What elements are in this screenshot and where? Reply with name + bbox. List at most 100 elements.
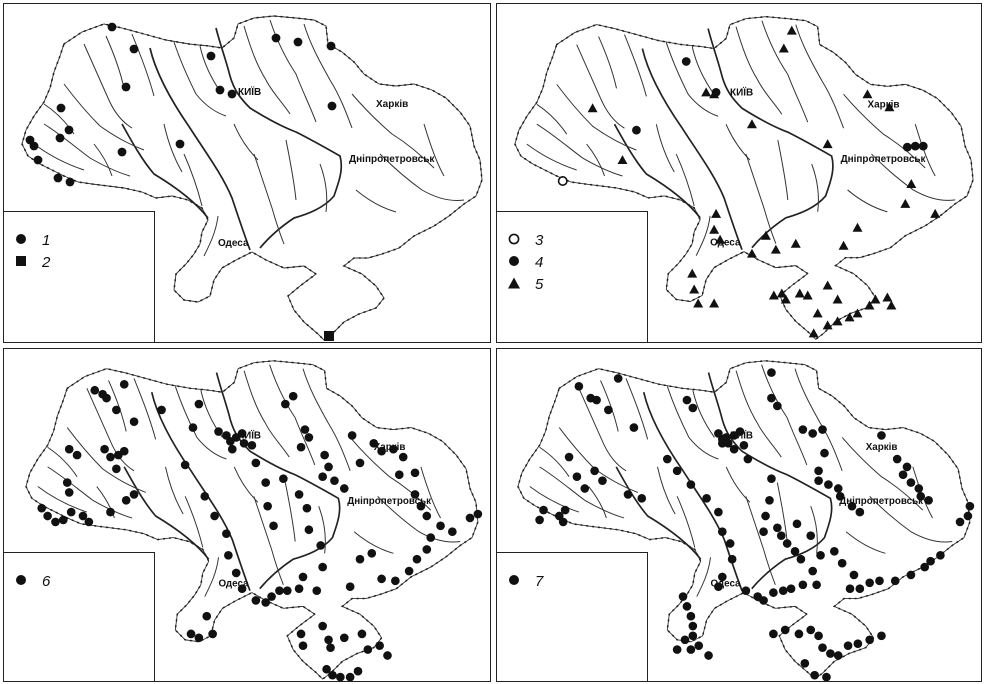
site-marker-triangle	[794, 288, 805, 298]
site-marker	[222, 529, 231, 539]
major-river	[123, 466, 210, 560]
site-marker	[688, 621, 698, 631]
site-marker-triangle	[687, 268, 698, 278]
ukraine-map: КИЇВ Харків Дніпропетровськ Одеса	[514, 15, 974, 341]
site-marker	[188, 423, 198, 432]
river	[63, 83, 145, 151]
site-marker	[318, 472, 327, 482]
site-marker	[875, 576, 884, 586]
river	[105, 35, 125, 89]
site-marker	[129, 417, 139, 427]
site-marker	[572, 472, 582, 482]
river	[666, 386, 719, 460]
site-marker	[215, 85, 225, 95]
site-marker	[682, 602, 692, 611]
legend-item: 6	[14, 573, 50, 590]
site-marker	[702, 493, 711, 503]
site-marker	[62, 478, 72, 487]
site-marker	[394, 470, 404, 480]
site-marker	[84, 517, 94, 527]
site-marker	[237, 584, 247, 594]
site-marker	[898, 470, 908, 480]
site-marker	[175, 139, 185, 149]
site-marker	[769, 629, 778, 639]
site-marker	[560, 505, 570, 515]
site-marker	[106, 452, 115, 462]
site-marker	[322, 664, 331, 674]
site-marker-triangle	[709, 224, 720, 234]
site-marker	[855, 584, 865, 594]
legend-box: 3 4 5	[497, 211, 648, 342]
site-marker	[465, 513, 475, 523]
site-marker	[326, 643, 335, 652]
site-marker	[200, 492, 210, 501]
site-marker-triangle	[862, 89, 873, 99]
river	[695, 215, 711, 256]
river	[253, 496, 284, 585]
site-marker-triangle	[832, 294, 843, 304]
site-marker	[214, 427, 223, 436]
legend-label: 6	[42, 573, 51, 590]
site-marker-triangle	[689, 284, 700, 294]
site-marker	[849, 570, 859, 580]
river	[233, 466, 259, 503]
river	[318, 506, 326, 554]
site-marker	[473, 509, 483, 519]
site-marker	[320, 450, 329, 460]
legend-label: 3	[535, 232, 544, 249]
city-label-kharkiv: Харків	[866, 442, 898, 453]
site-marker	[398, 452, 408, 462]
river	[174, 386, 227, 460]
city-label-kharkiv: Харків	[376, 99, 408, 110]
site-marker	[302, 503, 312, 513]
major-river	[615, 466, 702, 560]
river	[600, 380, 619, 432]
site-marker-triangle	[715, 234, 726, 244]
site-marker	[64, 488, 74, 497]
site-marker	[296, 442, 306, 452]
river	[284, 482, 296, 542]
river	[761, 364, 808, 466]
map-panel-2: КИЇВ Харків Дніпропетровськ Одеса 3 4 5	[496, 3, 982, 343]
site-marker	[717, 572, 727, 582]
site-marker	[926, 556, 935, 566]
site-marker	[806, 625, 816, 635]
site-marker	[714, 582, 723, 592]
river	[912, 466, 933, 519]
site-marker	[686, 611, 696, 621]
city-label-kharkiv: Харків	[867, 99, 899, 110]
site-marker	[741, 586, 751, 595]
site-marker	[355, 458, 365, 468]
site-marker	[629, 423, 639, 432]
site-marker	[426, 533, 436, 542]
site-marker-triangle	[746, 119, 757, 129]
site-marker	[391, 576, 400, 586]
site-marker-triangle	[778, 43, 789, 53]
river	[625, 378, 649, 440]
site-marker	[261, 478, 271, 487]
site-marker	[383, 651, 392, 660]
site-marker	[767, 393, 776, 403]
river	[233, 123, 259, 161]
site-marker-triangle	[930, 208, 941, 218]
site-marker	[910, 141, 920, 151]
city-label-dnipro: Дніпропетровськ	[841, 154, 926, 165]
site-marker-triangle	[886, 300, 897, 310]
site-marker	[271, 33, 281, 43]
river	[655, 124, 675, 173]
site-marker-triangle	[882, 292, 893, 302]
legend-item: 3	[507, 232, 543, 249]
river	[692, 390, 715, 438]
site-marker	[662, 454, 672, 464]
site-marker	[837, 558, 847, 568]
river	[253, 153, 285, 245]
river	[588, 486, 607, 519]
legend-label: 1	[42, 232, 51, 249]
river	[869, 496, 953, 543]
site-marker	[208, 629, 217, 639]
river	[269, 364, 316, 466]
site-marker	[727, 554, 737, 564]
river	[183, 153, 203, 207]
river	[349, 437, 432, 511]
site-marker-triangle	[786, 25, 797, 35]
